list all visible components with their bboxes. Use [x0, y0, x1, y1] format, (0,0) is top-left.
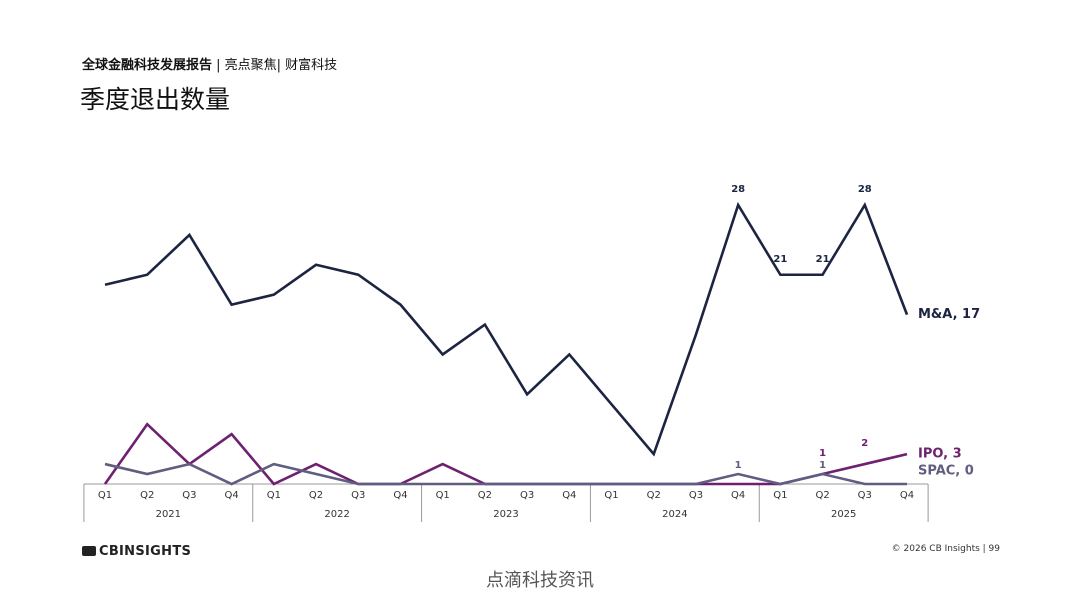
end-label: M&A, 17 — [918, 307, 980, 322]
x-group-label: 2024 — [662, 509, 687, 520]
x-tick-label: Q4 — [900, 490, 914, 501]
logo: CBINSIGHTS — [82, 544, 191, 559]
x-tick-label: Q3 — [689, 490, 703, 501]
data-label: 2 — [861, 438, 868, 449]
series-line — [104, 201, 909, 457]
data-label: 21 — [816, 254, 830, 265]
x-tick-label: Q2 — [647, 490, 661, 501]
end-label: SPAC, 0 — [918, 464, 974, 479]
series-line — [104, 462, 907, 486]
x-tick-label: Q1 — [98, 490, 112, 501]
x-tick-label: Q3 — [182, 490, 196, 501]
x-tick-label: Q1 — [267, 490, 281, 501]
x-group-label: 2021 — [156, 509, 181, 520]
data-label: 1 — [735, 460, 742, 471]
chart-title: 季度退出数量 — [80, 85, 231, 114]
data-label: 1 — [819, 460, 826, 471]
x-group-label: 2023 — [493, 509, 518, 520]
x-tick-label: Q2 — [309, 490, 323, 501]
x-tick-label: Q4 — [562, 490, 576, 501]
x-tick-label: Q2 — [478, 490, 492, 501]
section: | 亮点聚焦| 财富科技 — [216, 58, 338, 73]
x-tick-label: Q4 — [393, 490, 407, 501]
data-label: 28 — [858, 184, 872, 195]
data-label: 1 — [819, 448, 826, 459]
report-name: 全球金融科技发展报告 — [82, 58, 213, 73]
watermark: 点滴科技资讯 — [486, 570, 594, 591]
credit: © 2026 CB Insights | 99 — [891, 544, 1000, 554]
data-label: 28 — [731, 184, 745, 195]
logo-text: CBINSIGHTS — [99, 544, 192, 559]
x-tick-label: Q1 — [773, 490, 787, 501]
header: 全球金融科技发展报告 | 亮点聚焦| 财富科技 — [82, 54, 337, 73]
x-tick-label: Q4 — [731, 490, 745, 501]
data-label: 21 — [773, 254, 787, 265]
x-tick-label: Q1 — [436, 490, 450, 501]
x-tick-label: Q2 — [140, 490, 154, 501]
series-line — [103, 422, 908, 486]
x-group-label: 2022 — [324, 509, 349, 520]
x-tick-label: Q4 — [225, 490, 239, 501]
x-tick-label: Q3 — [351, 490, 365, 501]
x-tick-label: Q1 — [604, 490, 618, 501]
x-tick-label: Q2 — [815, 490, 829, 501]
end-label: IPO, 3 — [918, 447, 962, 462]
x-tick-label: Q3 — [520, 490, 534, 501]
x-group-label: 2025 — [831, 509, 856, 520]
x-tick-label: Q3 — [858, 490, 872, 501]
